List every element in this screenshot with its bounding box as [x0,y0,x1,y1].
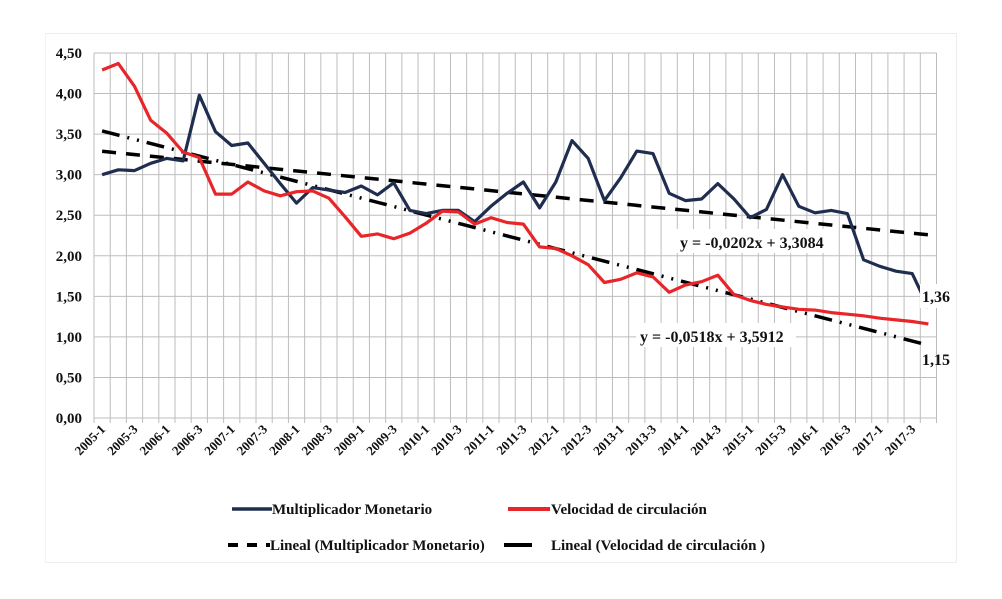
end-label-box-multiplicador [920,284,956,308]
legend-item-multiplicador: Multiplicador Monetario [232,502,432,518]
equation-velocidad: y = -0,0518x + 3,5912 [640,329,784,346]
y-tick-label: 2,00 [56,249,82,265]
end-label-velocidad-trend: 1,15 [922,352,950,369]
x-tick-label: 2015-1 [720,422,757,459]
y-tick-label: 1,50 [56,289,82,305]
x-tick-label: 2013-3 [622,421,659,458]
x-tick-label: 2006-1 [136,422,173,459]
x-tick-label: 2010-3 [428,421,465,458]
y-tick-label: 3,00 [56,168,82,184]
y-tick-label: 2,50 [56,208,82,224]
x-tick-label: 2014-1 [655,422,692,459]
equation-box-velocidad [636,323,796,347]
x-tick-label: 2005-3 [104,421,141,458]
legend-label-velocidad: Velocidad de circulación [551,502,707,518]
y-tick-label: 1,00 [56,330,82,346]
x-tick-label: 2012-3 [558,421,595,458]
x-tick-label: 2010-1 [396,422,433,459]
legend-label-lineal-velocidad: Lineal (Velocidad de circulación ) [551,538,765,554]
end-label-multiplicador: 1,36 [922,289,950,306]
y-tick-label: 3,50 [56,127,82,143]
x-tick-label: 2017-3 [882,421,919,458]
trendlines [101,129,929,347]
x-tick-label: 2011-3 [493,421,529,457]
legend-item-lineal-multiplicador: Lineal (Multiplicador Monetario) [228,538,485,554]
x-tick-label: 2013-1 [590,422,627,459]
legend-label-lineal-multiplicador: Lineal (Multiplicador Monetario) [270,538,485,554]
legend-item-lineal-velocidad: Lineal (Velocidad de circulación ) [504,538,765,554]
chart-frame [45,33,957,563]
x-tick-label: 2016-1 [784,422,821,459]
x-tick-label: 2016-3 [817,421,854,458]
x-tick-label: 2006-3 [169,421,206,458]
x-tick-label: 2007-1 [201,422,238,459]
x-tick-label: 2014-3 [687,421,724,458]
series-line-velocidad [101,61,929,326]
y-tick-label: 4,50 [56,46,82,62]
annotations: y = -0,0202x + 3,3084 y = -0,0518x + 3,5… [636,229,956,369]
legend-label-multiplicador: Multiplicador Monetario [272,502,432,518]
x-tick-label: 2009-1 [331,422,368,459]
x-tick-label: 2011-1 [461,422,497,458]
legend: Multiplicador Monetario Velocidad de cir… [228,502,765,554]
equation-box-multiplicador [676,229,832,253]
x-axis-ticks: 2005-12005-32006-12006-32007-12007-32008… [72,421,919,458]
x-tick-label: 2009-3 [363,421,400,458]
y-tick-label: 0,50 [56,370,82,386]
x-tick-label: 2007-3 [234,421,271,458]
x-tick-label: 2012-1 [525,422,562,459]
x-tick-label: 2017-1 [849,422,886,459]
y-tick-label: 4,00 [56,87,82,103]
equation-multiplicador: y = -0,0202x + 3,3084 [680,235,824,252]
x-tick-label: 2008-1 [266,422,303,459]
legend-item-velocidad: Velocidad de circulación [508,502,707,518]
x-tick-label: 2015-3 [752,421,789,458]
x-tick-label: 2008-3 [298,421,335,458]
trendline-velocidad [101,129,929,347]
series-line-multiplicador [101,93,930,309]
x-tick-label: 2005-1 [72,422,109,459]
series-lines [101,61,930,326]
y-axis-ticks: 0,00 0,50 1,00 1,50 2,00 2,50 3,00 3,50 4,00 4,50 [56,46,82,427]
y-tick-label: 0,00 [56,411,82,427]
trendline-multiplicador [101,149,929,237]
